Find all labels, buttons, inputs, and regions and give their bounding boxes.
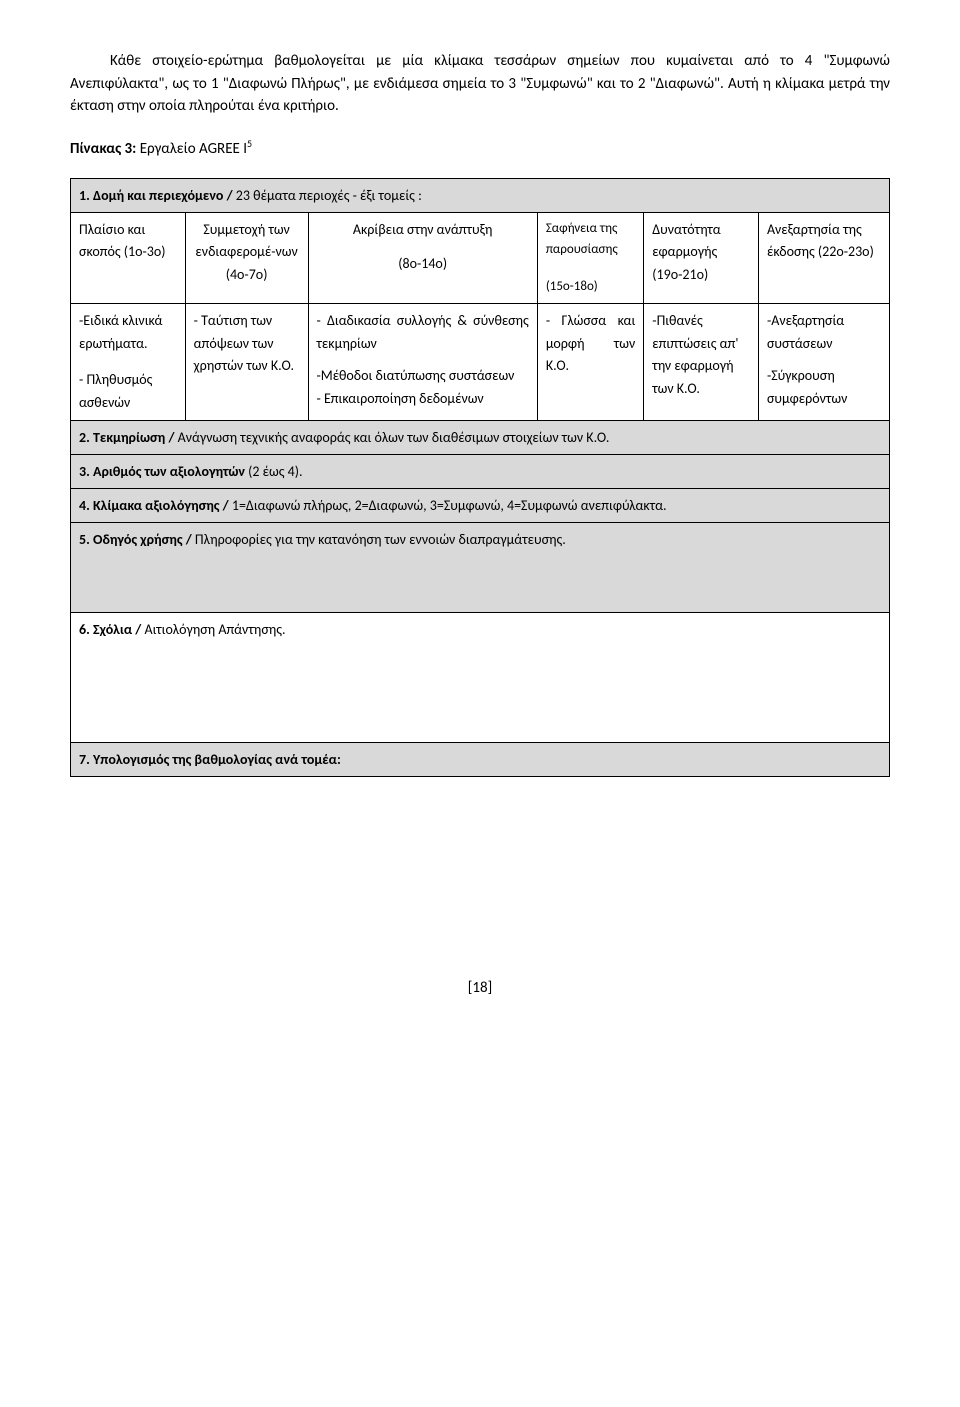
body-col2: - Ταύτιση των απόψεων των χρηστών των Κ.… [185, 304, 308, 421]
body-c6b: -Σύγκρουση συμφερόντων [767, 365, 881, 410]
hdr-c3b: (8ο-14ο) [317, 253, 529, 275]
table-row: 5. Οδηγός χρήσης / Πληροφορίες για την κ… [71, 522, 890, 612]
section-1-header: 1. Δομή και περιεχόμενο / 23 θέματα περι… [71, 179, 890, 213]
intro-paragraph: Κάθε στοιχείο-ερώτημα βαθμολογείται με μ… [70, 50, 890, 118]
page-number: [18] [70, 977, 890, 1000]
section-5-rest: Πληροφορίες για την κατανόηση των εννοιώ… [195, 531, 566, 548]
body-c3b: -Μέθοδοι διατύπωσης συστάσεων [317, 365, 529, 387]
table-title: Πίνακας 3: Εργαλείο AGREE I5 [70, 136, 890, 161]
table-title-rest: Εργαλείο AGREE I [136, 140, 247, 158]
section-1-bold: 1. Δομή και περιεχόμενο / [79, 187, 236, 204]
section-3-bold: 3. Αριθμός των αξιολογητών [79, 463, 248, 480]
section-6-bold: 6. Σχόλια / [79, 621, 144, 638]
section-5: 5. Οδηγός χρήσης / Πληροφορίες για την κ… [71, 522, 890, 612]
body-col4: - Γλώσσα και μορφή των Κ.Ο. [537, 304, 643, 421]
header-col5: Δυνατότητα εφαρμογής (19ο-21ο) [644, 213, 759, 304]
section-2: 2. Τεκμηρίωση / Ανάγνωση τεχνικής αναφορ… [71, 420, 890, 454]
section-3-rest: (2 έως 4). [248, 463, 302, 480]
header-col3: Ακρίβεια στην ανάπτυξη (8ο-14ο) [308, 213, 537, 304]
hdr-c4a: Σαφήνεια της παρουσίασης [546, 219, 635, 261]
table-row: 1. Δομή και περιεχόμενο / 23 θέματα περι… [71, 179, 890, 213]
table-row: Πλαίσιο και σκοπός (1ο-3ο) Συμμετοχή των… [71, 213, 890, 304]
section-6: 6. Σχόλια / Αιτιολόγηση Απάντησης. [71, 612, 890, 742]
agree-table: 1. Δομή και περιεχόμενο / 23 θέματα περι… [70, 178, 890, 777]
section-3: 3. Αριθμός των αξιολογητών (2 έως 4). [71, 454, 890, 488]
section-7-bold: 7. Υπολογισμός της βαθμολογίας ανά τομέα… [79, 751, 341, 768]
body-c1a: -Ειδικά κλινικά ερωτήματα. [79, 310, 177, 355]
table-row: 3. Αριθμός των αξιολογητών (2 έως 4). [71, 454, 890, 488]
header-col6: Ανεξαρτησία της έκδοσης (22ο-23ο) [758, 213, 889, 304]
section-4-bold: 4. Κλίμακα αξιολόγησης / [79, 497, 232, 514]
table-row: 6. Σχόλια / Αιτιολόγηση Απάντησης. [71, 612, 890, 742]
body-col3: - Διαδικασία συλλογής & σύνθεσης τεκμηρί… [308, 304, 537, 421]
superscript-5: 5 [247, 137, 252, 150]
hdr-c3a: Ακρίβεια στην ανάπτυξη [317, 219, 529, 241]
table-title-bold: Πίνακας 3: [70, 140, 136, 158]
section-2-bold: 2. Τεκμηρίωση / [79, 429, 178, 446]
section-1-rest: 23 θέματα περιοχές - έξι τομείς : [236, 187, 422, 204]
body-col6: -Ανεξαρτησία συστάσεων -Σύγκρουση συμφερ… [758, 304, 889, 421]
body-col1: -Ειδικά κλινικά ερωτήματα. - Πληθυσμός α… [71, 304, 186, 421]
section-5-bold: 5. Οδηγός χρήσης / [79, 531, 195, 548]
section-7: 7. Υπολογισμός της βαθμολογίας ανά τομέα… [71, 742, 890, 776]
section-2-rest: Ανάγνωση τεχνικής αναφοράς και όλων των … [178, 429, 610, 446]
body-c1b: - Πληθυσμός ασθενών [79, 369, 177, 414]
table-row: 4. Κλίμακα αξιολόγησης / 1=Διαφωνώ πλήρω… [71, 488, 890, 522]
body-c3c: - Επικαιροποίηση δεδομένων [317, 388, 529, 410]
section-4: 4. Κλίμακα αξιολόγησης / 1=Διαφωνώ πλήρω… [71, 488, 890, 522]
header-col4: Σαφήνεια της παρουσίασης (15ο-18ο) [537, 213, 643, 304]
hdr-c4b: (15ο-18ο) [546, 277, 635, 298]
hdr-c2-text: Συμμετοχή των ενδιαφερομέ-νων (4ο-7ο) [194, 219, 300, 286]
body-c6a: -Ανεξαρτησία συστάσεων [767, 310, 881, 355]
header-col1: Πλαίσιο και σκοπός (1ο-3ο) [71, 213, 186, 304]
body-col5: -Πιθανές επιπτώσεις απ' την εφαρμογή των… [644, 304, 759, 421]
section-4-rest: 1=Διαφωνώ πλήρως, 2=Διαφωνώ, 3=Συμφωνώ, … [232, 497, 667, 514]
table-row: 2. Τεκμηρίωση / Ανάγνωση τεχνικής αναφορ… [71, 420, 890, 454]
section-6-rest: Αιτιολόγηση Απάντησης. [144, 621, 285, 638]
body-c3a: - Διαδικασία συλλογής & σύνθεσης τεκμηρί… [317, 310, 529, 355]
header-col2: Συμμετοχή των ενδιαφερομέ-νων (4ο-7ο) [185, 213, 308, 304]
table-row: 7. Υπολογισμός της βαθμολογίας ανά τομέα… [71, 742, 890, 776]
table-row: -Ειδικά κλινικά ερωτήματα. - Πληθυσμός α… [71, 304, 890, 421]
